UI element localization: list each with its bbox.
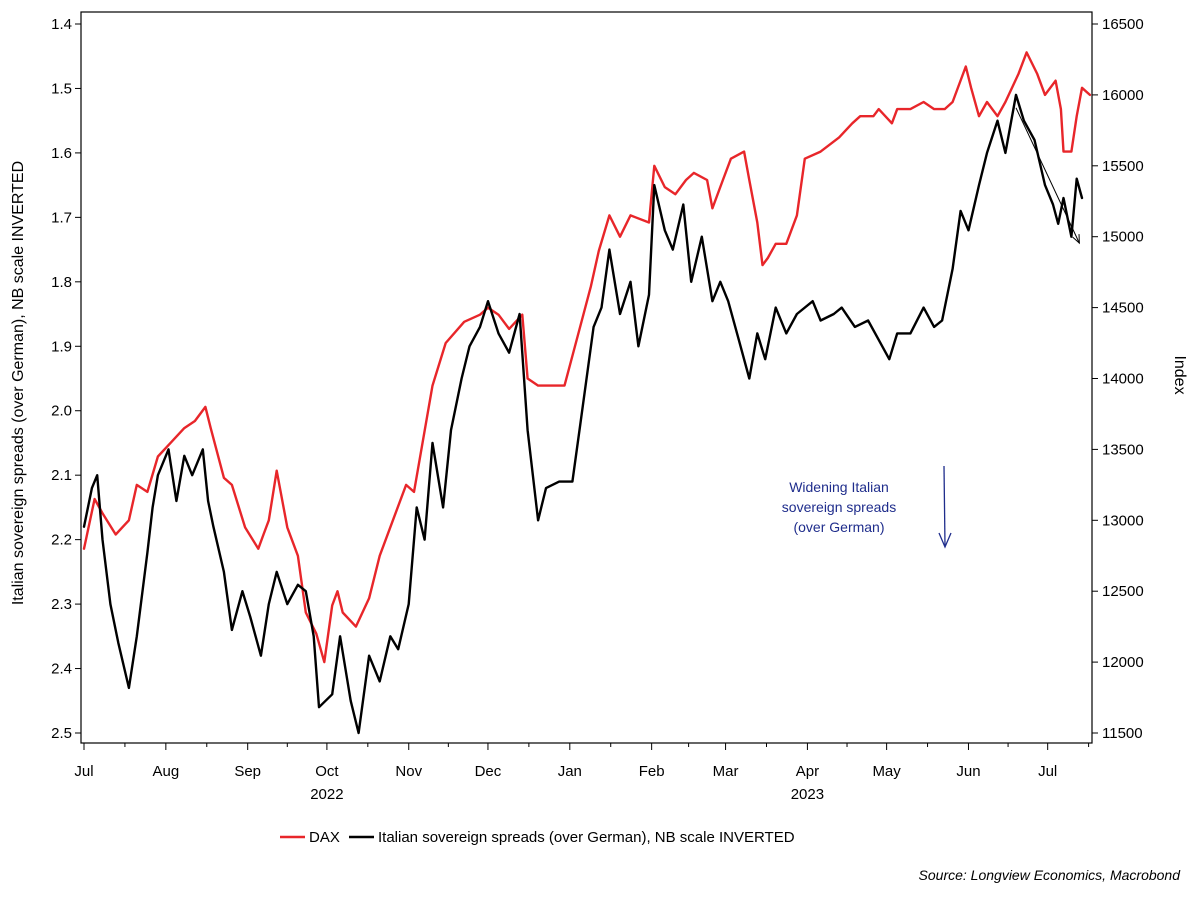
- source-note: Source: Longview Economics, Macrobond: [919, 867, 1182, 883]
- left-tick-label: 2.2: [51, 532, 72, 549]
- right-tick-label: 12500: [1102, 583, 1144, 600]
- x-tick-label: Mar: [713, 763, 739, 780]
- right-tick-label: 12000: [1102, 654, 1144, 671]
- x-tick-label: Feb: [639, 763, 665, 780]
- right-tick-label: 16500: [1102, 16, 1144, 33]
- right-tick-label: 13500: [1102, 441, 1144, 458]
- left-tick-label: 1.8: [51, 274, 72, 291]
- x-tick-label: Jul: [1038, 763, 1057, 780]
- left-axis: 1.4 1.5 1.6 1.7 1.8 1.9 2.0 2.1 2.2 2.3 2.4 2.5: [51, 16, 81, 742]
- left-tick-label: 1.5: [51, 80, 72, 97]
- right-tick-label: 15000: [1102, 229, 1144, 246]
- plot-frame: [80, 11, 1093, 744]
- right-tick-label: 15500: [1102, 158, 1144, 175]
- series-lines: [82, 51, 1092, 735]
- right-tick-label: 14000: [1102, 371, 1144, 388]
- x-tick-label: Sep: [234, 763, 261, 780]
- annotation-text: sovereign spreads: [782, 499, 896, 515]
- x-tick-label: Aug: [152, 763, 179, 780]
- left-tick-label: 1.4: [51, 16, 72, 33]
- left-tick-label: 1.6: [51, 145, 72, 162]
- left-axis-title: Italian sovereign spreads (over German),…: [10, 161, 27, 605]
- legend-label-spreads: Italian sovereign spreads (over German),…: [378, 829, 795, 846]
- left-tick-label: 1.9: [51, 338, 72, 355]
- right-axis: 16500 16000 15500 15000 14500 14000 13500 13000…: [1092, 16, 1144, 742]
- left-tick-label: 1.7: [51, 209, 72, 226]
- x-tick-label: Oct: [315, 763, 339, 780]
- left-tick-label: 2.3: [51, 596, 72, 613]
- x-axis: Jul Aug Sep Oct Nov Dec Jan Feb Mar Apr May Jun Jul 2…: [74, 743, 1090, 803]
- trend-arrow-line: [1015, 107, 1080, 244]
- left-tick-label: 2.4: [51, 661, 72, 678]
- x-tick-label: May: [872, 763, 901, 780]
- series-line-dax: [82, 51, 1092, 664]
- annotation-text: (over German): [793, 519, 884, 535]
- legend-label-dax: DAX: [309, 829, 340, 846]
- x-year-label: 2023: [791, 786, 824, 803]
- x-tick-label: Nov: [395, 763, 422, 780]
- right-tick-label: 14500: [1102, 300, 1144, 317]
- left-tick-label: 2.0: [51, 403, 72, 420]
- x-year-label: 2022: [310, 786, 343, 803]
- x-tick-label: Jan: [558, 763, 582, 780]
- legend: DAX Italian sovereign spreads (over Germ…: [280, 829, 795, 846]
- x-tick-label: Apr: [796, 763, 819, 780]
- left-tick-label: 2.1: [51, 467, 72, 484]
- right-tick-label: 11500: [1102, 725, 1143, 742]
- trend-arrow-head: [1072, 234, 1080, 245]
- x-tick-label: Jun: [956, 763, 980, 780]
- annotation: Widening Italian sovereign spreads (over G…: [782, 465, 952, 549]
- right-axis-title: Index: [1171, 355, 1188, 394]
- x-tick-label: Jul: [74, 763, 93, 780]
- series-line-spreads: [82, 93, 1084, 735]
- left-tick-label: 2.5: [51, 725, 72, 742]
- annotation-arrow-head: [938, 532, 952, 549]
- annotation-arrow-shaft: [943, 465, 946, 547]
- annotation-text: Widening Italian: [789, 479, 889, 495]
- x-tick-label: Dec: [475, 763, 502, 780]
- right-tick-label: 16000: [1102, 87, 1144, 104]
- right-tick-label: 13000: [1102, 512, 1144, 529]
